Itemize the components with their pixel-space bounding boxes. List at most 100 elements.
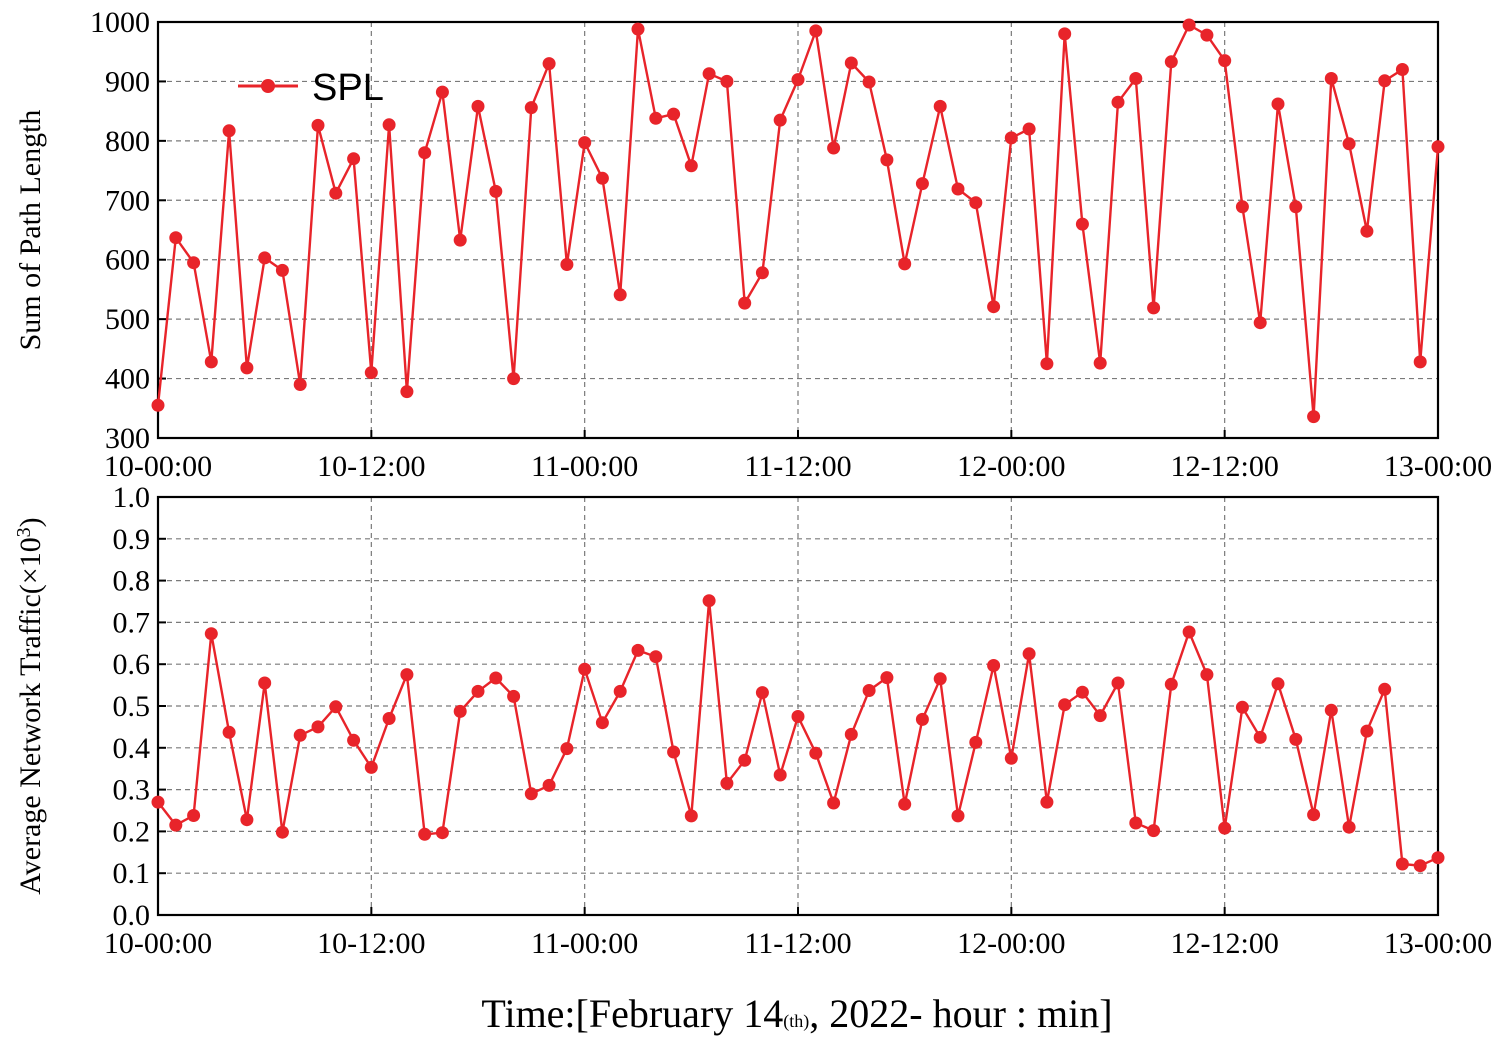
data-point [1271,677,1285,691]
data-point [435,826,449,840]
y-tick-label: 1.0 [113,481,151,514]
data-point [631,643,645,657]
data-point [755,266,769,280]
data-point [720,776,734,790]
data-point [578,662,592,676]
data-point [435,85,449,99]
data-point [1324,703,1338,717]
y-axis-label: Sum of Path Length [14,110,47,351]
data-point [773,113,787,127]
data-point [1182,625,1196,639]
data-point [578,136,592,150]
data-point [1307,808,1321,822]
data-point [560,742,574,756]
data-point [1075,685,1089,699]
data-point [1307,410,1321,424]
data-point [755,686,769,700]
data-point [702,67,716,81]
data-point [1182,18,1196,32]
x-tick-label: 13-00:00 [1384,450,1492,483]
data-point [595,716,609,730]
data-point [1004,751,1018,765]
data-point [187,809,201,822]
data-point [827,796,841,810]
y-tick-label: 0.9 [113,523,151,556]
y-tick-label: 400 [105,363,150,396]
data-point [151,398,165,412]
data-point [1129,816,1143,830]
x-tick-label: 11-00:00 [531,927,638,960]
y-tick-label: 1000 [90,6,150,39]
data-point [471,99,485,113]
data-point [1253,316,1267,330]
data-point [560,258,574,271]
data-point [898,257,912,271]
x-tick-label: 10-12:00 [317,450,425,483]
data-point [542,57,556,71]
data-point [915,177,929,191]
data-point [1324,72,1338,85]
y-tick-label: 700 [105,184,150,217]
x-tick-label: 12-12:00 [1171,450,1279,483]
data-point [1218,821,1232,835]
data-point [1129,72,1143,85]
data-point [862,684,876,697]
data-point [649,111,663,125]
data-point [1022,647,1036,661]
data-point [1093,709,1107,723]
data-point [1413,859,1427,873]
data-point [311,720,325,734]
data-point [1360,224,1374,238]
x-tick-label: 10-12:00 [317,927,425,960]
y-tick-label: 900 [105,65,150,98]
data-point [987,300,1001,314]
y-tick-label: 300 [105,422,150,455]
data-point [613,684,627,698]
data-point [969,196,983,210]
data-point [1058,698,1072,712]
data-point [1395,857,1409,871]
data-point [1395,63,1409,76]
data-point [862,75,876,89]
data-point [1431,140,1445,154]
data-point [1040,357,1054,371]
x-tick-label: 13-00:00 [1384,927,1492,960]
data-point [951,809,965,823]
data-point [684,159,698,173]
data-point [649,650,663,664]
data-point [933,99,947,113]
data-point [969,735,983,749]
data-point [400,668,414,682]
x-tick-label: 10-00:00 [104,927,212,960]
data-point [844,56,858,70]
data-point [1004,131,1018,145]
data-point [1378,682,1392,696]
data-point [1093,356,1107,370]
data-point [347,152,361,166]
x-tick-label: 12-00:00 [957,450,1065,483]
data-point [1075,217,1089,231]
y-tick-label: 0.3 [113,774,151,807]
traffic-chart-panel: 0.0 0.1 0.2 0.3 0.4 0.5 0.6 0.7 0.8 0.9 1.0 10-00:0… [13,481,1492,960]
data-point [364,366,378,380]
data-point [809,24,823,38]
x-tick-label: 10-00:00 [104,450,212,483]
data-point [329,700,343,714]
data-point [1058,27,1072,41]
data-point [738,296,752,310]
x-axis-label-suffix: , 2022- hour : min] [809,991,1112,1036]
data-point [613,288,627,302]
data-point [275,825,289,839]
data-point [169,231,183,245]
data-point [1164,55,1178,69]
data-point [987,659,1001,672]
data-point [400,385,414,399]
data-point [240,813,254,827]
data-point [827,141,841,155]
y-axis-label-text: Average Network Traffic(×10 [14,537,47,894]
y-tick-label: 600 [105,244,150,277]
y-tick-label: 0.8 [113,565,151,598]
spl-chart-panel: 300 400 500 600 700 800 900 1000 10-00:00 10-12:0… [14,6,1492,483]
data-point [1147,824,1161,838]
y-tick-label: 0.7 [113,606,151,639]
